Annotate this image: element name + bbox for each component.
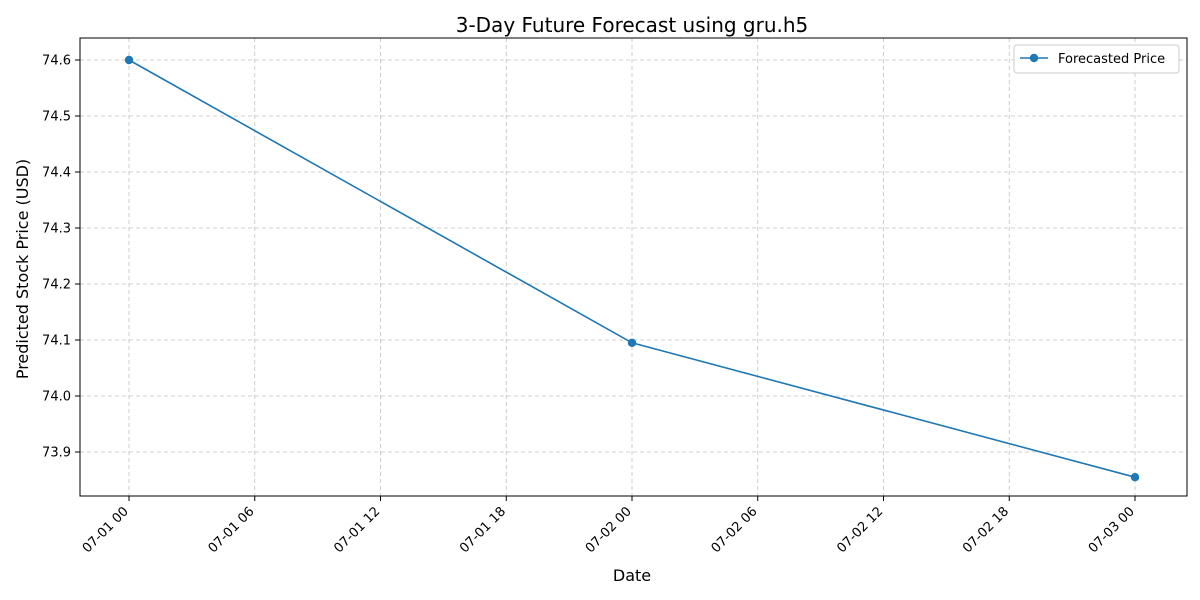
x-tick-label: 07-03 00 <box>1086 504 1138 556</box>
legend-box <box>1013 44 1180 74</box>
x-tick-label: 07-01 18 <box>457 504 509 556</box>
y-tick-label: 74.3 <box>42 222 71 237</box>
data-point <box>627 338 637 347</box>
y-tick-label: 74.6 <box>42 54 71 69</box>
y-axis-title: Predicted Stock Price (USD) <box>13 159 32 379</box>
x-tick-label: 07-02 18 <box>960 504 1012 556</box>
y-tick-label: 74.0 <box>42 390 71 405</box>
x-tick-label: 07-01 06 <box>206 504 258 556</box>
x-axis: 07-01 00 07-01 06 07-01 12 07-01 18 07-02 00… <box>80 496 1138 556</box>
legend-marker-swatch <box>1029 53 1039 63</box>
y-tick-label: 74.1 <box>42 334 71 349</box>
x-tick-label: 07-02 06 <box>709 504 761 556</box>
x-tick-label: 07-02 12 <box>834 504 886 556</box>
legend-label: Forecasted Price <box>1058 52 1165 67</box>
chart-title: 3-Day Future Forecast using gru.h5 <box>456 13 809 37</box>
legend: Forecasted Price <box>1013 44 1180 74</box>
y-axis: 73.9 74.0 74.1 74.2 74.3 74.4 74.5 74.6 <box>42 54 80 461</box>
x-axis-title: Date <box>613 566 651 585</box>
grid <box>80 38 1187 496</box>
x-tick-label: 07-01 00 <box>80 504 132 556</box>
y-tick-label: 74.5 <box>42 110 71 125</box>
plot-area-frame <box>79 37 1188 497</box>
x-tick-label: 07-02 00 <box>583 504 635 556</box>
y-tick-label: 73.9 <box>42 446 71 461</box>
x-tick-label: 07-01 12 <box>331 504 383 556</box>
data-point <box>124 55 134 65</box>
data-point <box>1130 473 1140 482</box>
series-layer <box>124 55 1140 482</box>
y-tick-label: 74.2 <box>42 278 71 293</box>
y-tick-label: 74.4 <box>42 166 71 181</box>
